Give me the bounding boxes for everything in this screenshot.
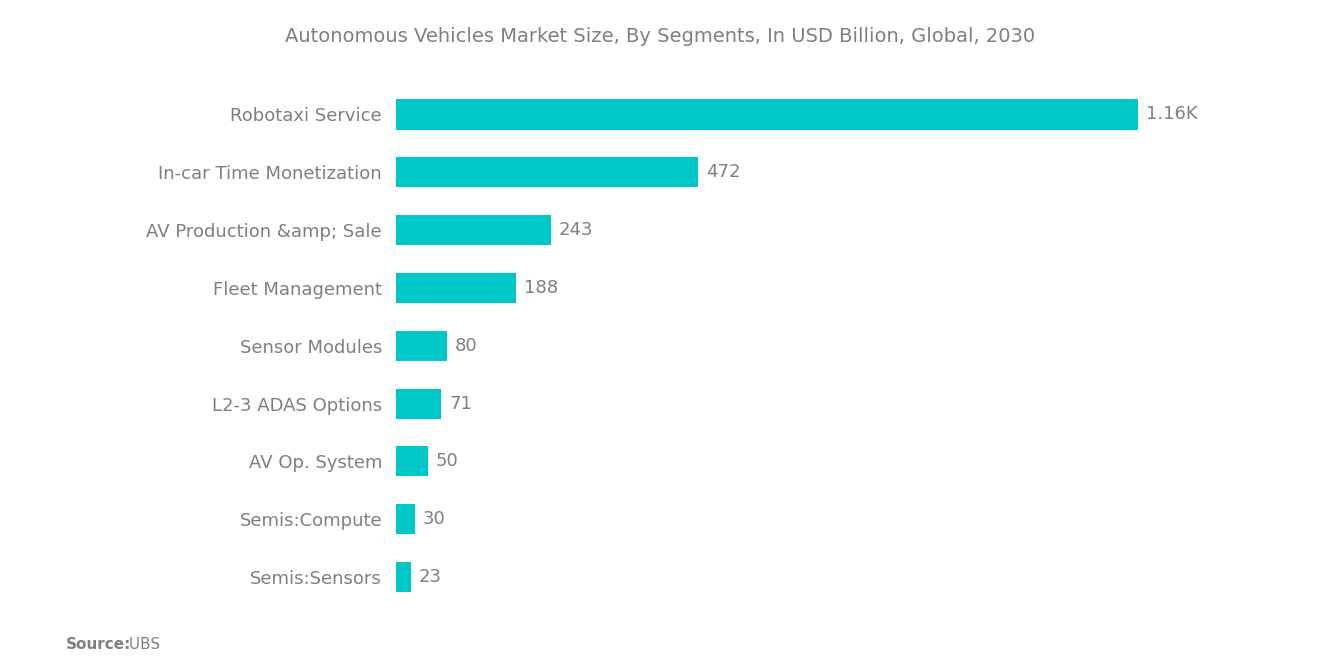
Bar	[396, 388, 441, 419]
Text: 188: 188	[524, 279, 558, 297]
Text: 23: 23	[418, 568, 441, 586]
Text: 80: 80	[455, 336, 478, 355]
Bar	[396, 215, 552, 245]
Bar	[396, 446, 428, 477]
Bar	[396, 273, 516, 303]
Bar	[396, 331, 447, 361]
Text: 71: 71	[449, 394, 473, 412]
Text: 30: 30	[422, 510, 446, 528]
Text: 1.16K: 1.16K	[1146, 106, 1197, 124]
Text: Autonomous Vehicles Market Size, By Segments, In USD Billion, Global, 2030: Autonomous Vehicles Market Size, By Segm…	[285, 27, 1035, 46]
Bar	[396, 158, 698, 188]
Bar	[396, 562, 411, 592]
Text: UBS: UBS	[124, 636, 160, 652]
Bar	[396, 100, 1138, 130]
Text: Source:: Source:	[66, 636, 132, 652]
Bar	[396, 504, 416, 534]
Text: 243: 243	[560, 221, 594, 239]
Text: 50: 50	[436, 452, 458, 470]
Text: 472: 472	[706, 164, 741, 182]
